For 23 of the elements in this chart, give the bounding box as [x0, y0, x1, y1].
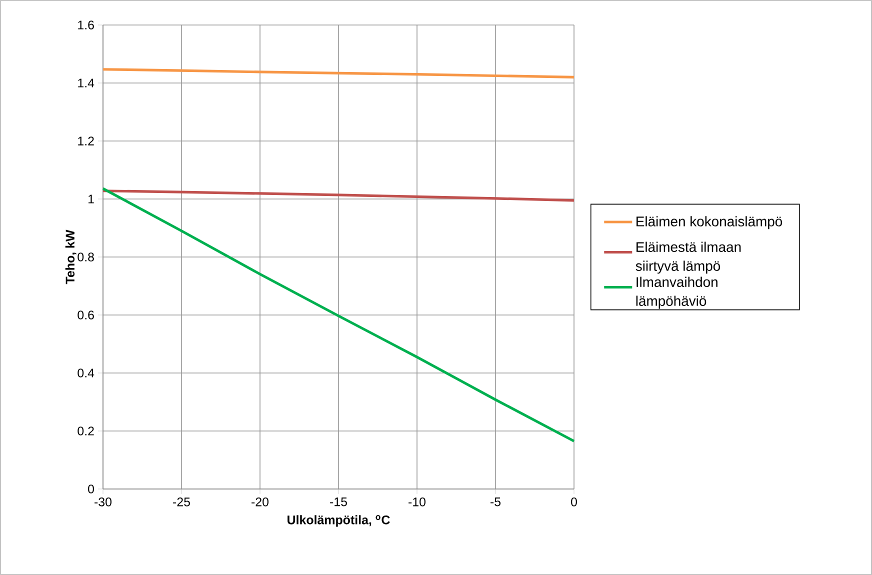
- y-tick-label: 0.4: [78, 368, 94, 378]
- legend-label: Ilmanvaihdon lämpöhäviö: [636, 276, 718, 309]
- y-tick-label: 1: [88, 194, 94, 204]
- y-tick-label: 1.2: [78, 136, 94, 146]
- x-tick-label: -30: [94, 498, 112, 506]
- y-tick-label: 0.2: [78, 426, 94, 436]
- x-tick-label: 0: [571, 498, 577, 506]
- x-tick-label: -5: [490, 498, 501, 506]
- line-series: [102, 187, 576, 442]
- x-tick-label: -20: [252, 498, 269, 506]
- y-tick-label: 0.8: [78, 252, 94, 262]
- line-series: [102, 190, 576, 202]
- y-tick-label: 0: [88, 484, 94, 494]
- y-axis-title: Teho, kW: [65, 230, 76, 284]
- x-tick-label: -15: [330, 498, 347, 506]
- y-tick-label: 1.6: [78, 20, 94, 30]
- x-tick-label: -10: [408, 498, 426, 506]
- y-tick-label: 0.6: [78, 310, 94, 320]
- x-axis-title: Ulkolämpötila, $^{o}$C: [288, 515, 390, 527]
- x-tick-label: -25: [173, 498, 190, 506]
- legend-label: Eläimen kokonaislämpö: [636, 216, 782, 230]
- y-tick-label: 1.4: [78, 78, 94, 88]
- legend-label: Eläimestä ilmaan siirtyvä lämpö: [636, 242, 741, 274]
